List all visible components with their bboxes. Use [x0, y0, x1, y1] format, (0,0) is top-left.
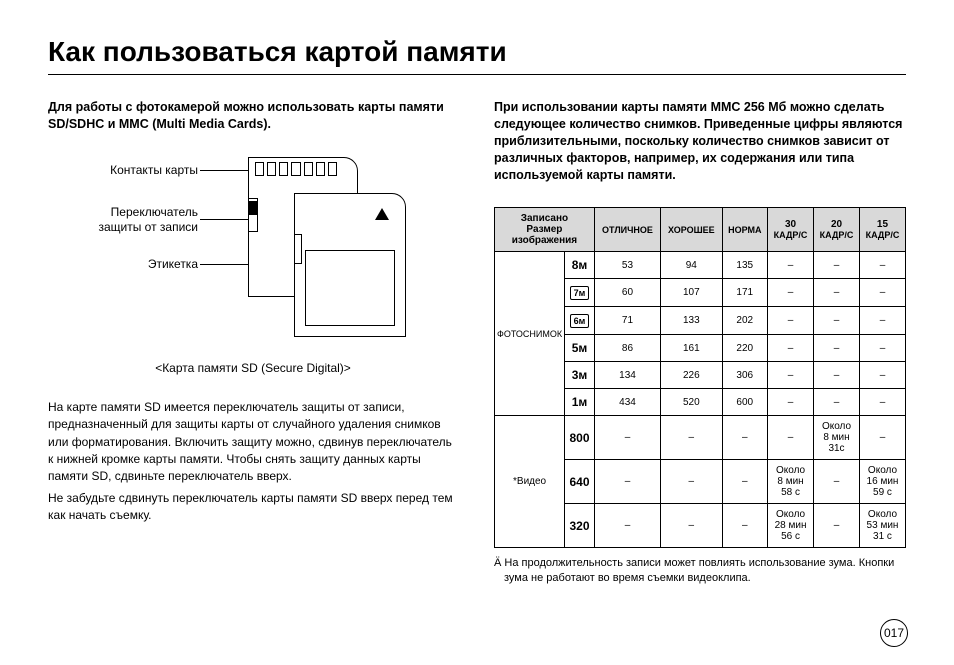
table-cell: – [661, 460, 722, 504]
table-cell: – [768, 362, 814, 389]
diagram-caption: <Карта памяти SD (Secure Digital)> [48, 361, 458, 375]
table-row: *Видео800––––Около 8 мин 31c– [495, 416, 906, 460]
size-cell: 1ᴍ [565, 389, 595, 416]
left-intro: Для работы с фотокамерой можно использов… [48, 99, 458, 133]
size-cell: 320 [565, 504, 595, 548]
th-20fps: 20 КАДР/С [814, 208, 860, 252]
table-cell: 220 [722, 335, 768, 362]
table-cell: – [768, 307, 814, 335]
table-cell: 94 [661, 252, 722, 279]
table-cell: – [814, 335, 860, 362]
label-sticker: Этикетка [48, 257, 198, 271]
table-cell: 161 [661, 335, 722, 362]
table-cell: – [814, 460, 860, 504]
size-cell: 800 [565, 416, 595, 460]
table-cell: 202 [722, 307, 768, 335]
row-group-photo: ФОТОСНИМОК [495, 252, 565, 416]
table-cell: – [859, 389, 905, 416]
th-corner-l3: изображения [497, 235, 592, 246]
capacity-table: Записано Размер изображения ОТЛИЧНОЕ ХОР… [494, 207, 906, 548]
table-cell: 53 [594, 252, 660, 279]
table-cell: – [814, 389, 860, 416]
size-cell: 640 [565, 460, 595, 504]
table-cell: – [722, 460, 768, 504]
table-cell: – [859, 279, 905, 307]
table-cell: – [859, 362, 905, 389]
size-cell: 6ᴍ [565, 307, 595, 335]
table-cell: 107 [661, 279, 722, 307]
sd-card-front [294, 193, 406, 337]
table-cell: – [859, 252, 905, 279]
table-cell: – [768, 416, 814, 460]
size-cell: 8ᴍ [565, 252, 595, 279]
left-body: На карте памяти SD имеется переключатель… [48, 399, 458, 525]
table-cell: 171 [722, 279, 768, 307]
size-cell: 3ᴍ [565, 362, 595, 389]
page-number: 017 [880, 619, 908, 647]
size-cell: 5ᴍ [565, 335, 595, 362]
table-cell: – [814, 279, 860, 307]
label-contacts: Контакты карты [48, 163, 198, 177]
size-cell: 7ᴍ [565, 279, 595, 307]
table-cell: – [814, 252, 860, 279]
table-cell: 600 [722, 389, 768, 416]
right-column: При использовании карты памяти MMC 256 М… [494, 99, 906, 586]
table-cell: 520 [661, 389, 722, 416]
th-normal: НОРМА [722, 208, 768, 252]
sd-card-diagram: Контакты карты Переключатель защиты от з… [48, 157, 458, 347]
table-cell: – [859, 416, 905, 460]
th-good: ХОРОШЕЕ [661, 208, 722, 252]
table-cell: – [594, 460, 660, 504]
right-intro: При использовании карты памяти MMC 256 М… [494, 99, 906, 183]
table-cell: – [594, 504, 660, 548]
table-row: ФОТОСНИМОК8ᴍ5394135––– [495, 252, 906, 279]
table-cell: – [768, 335, 814, 362]
table-cell: Около 28 мин 56 c [768, 504, 814, 548]
table-cell: – [814, 307, 860, 335]
table-cell: – [814, 504, 860, 548]
th-excellent: ОТЛИЧНОЕ [594, 208, 660, 252]
label-switch-1: Переключатель [48, 205, 198, 219]
th-30fps: 30 КАДР/С [768, 208, 814, 252]
table-cell: – [859, 335, 905, 362]
table-cell: – [859, 307, 905, 335]
left-para-1: На карте памяти SD имеется переключатель… [48, 399, 458, 486]
th-corner-l1: Записано [497, 213, 592, 224]
table-cell: – [814, 362, 860, 389]
table-cell: 133 [661, 307, 722, 335]
two-column-layout: Для работы с фотокамерой можно использов… [48, 99, 906, 586]
th-corner-l2: Размер [497, 224, 592, 235]
label-switch-2: защиты от записи [48, 220, 198, 234]
table-body: ФОТОСНИМОК8ᴍ5394135–––7ᴍ60107171–––6ᴍ711… [495, 252, 906, 548]
table-cell: – [594, 416, 660, 460]
footnote: Ä На продолжительность записи может повл… [494, 556, 906, 586]
table-cell: – [768, 252, 814, 279]
table-cell: 434 [594, 389, 660, 416]
table-cell: – [661, 416, 722, 460]
table-cell: 71 [594, 307, 660, 335]
table-cell: 86 [594, 335, 660, 362]
page-title: Как пользоваться картой памяти [48, 36, 906, 75]
table-cell: – [661, 504, 722, 548]
th-corner: Записано Размер изображения [495, 208, 595, 252]
table-cell: – [722, 504, 768, 548]
table-cell: 306 [722, 362, 768, 389]
table-cell: – [768, 279, 814, 307]
row-group-video: *Видео [495, 416, 565, 548]
left-column: Для работы с фотокамерой можно использов… [48, 99, 458, 586]
table-cell: – [722, 416, 768, 460]
th-15fps: 15 КАДР/С [859, 208, 905, 252]
left-para-2: Не забудьте сдвинуть переключатель карты… [48, 490, 458, 525]
table-cell: 135 [722, 252, 768, 279]
table-cell: Около 16 мин 59 c [859, 460, 905, 504]
table-cell: Около 53 мин 31 c [859, 504, 905, 548]
table-cell: 134 [594, 362, 660, 389]
table-cell: 226 [661, 362, 722, 389]
table-cell: 60 [594, 279, 660, 307]
table-cell: – [768, 389, 814, 416]
table-cell: Около 8 мин 31c [814, 416, 860, 460]
table-cell: Около 8 мин 58 c [768, 460, 814, 504]
